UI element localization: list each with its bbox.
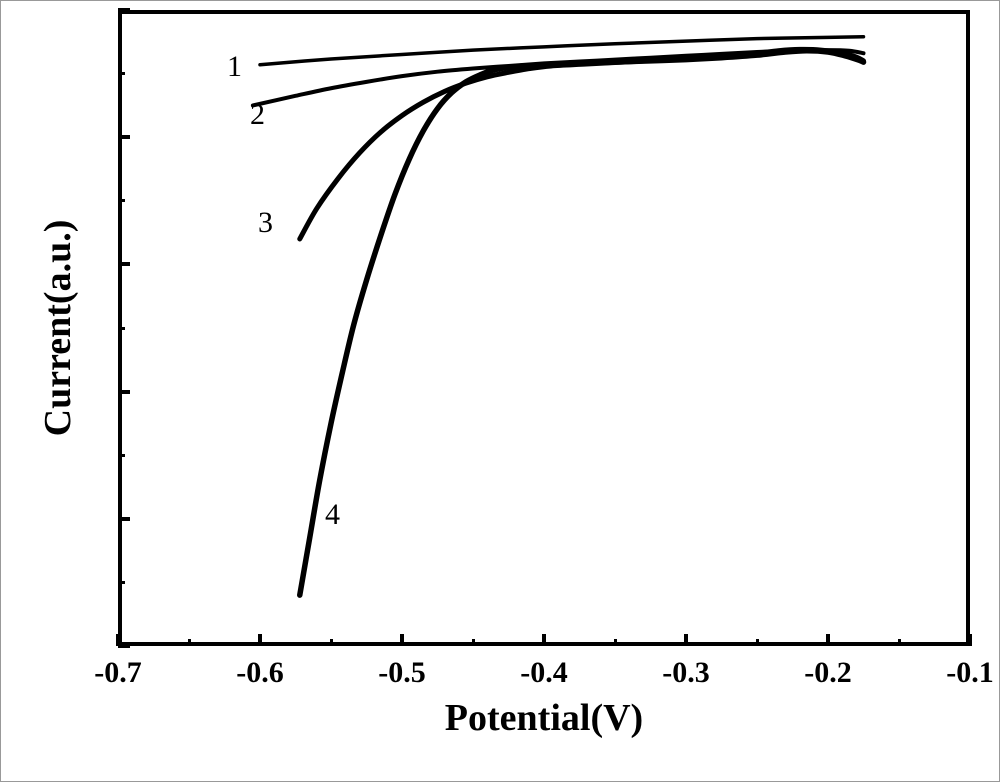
x-minor-tick [188,639,191,646]
x-tick-label: -0.1 [946,656,994,690]
curve-4 [300,51,864,595]
y-major-tick [118,517,130,521]
x-tick-label: -0.4 [520,656,568,690]
y-major-tick [118,262,130,266]
y-major-tick [118,644,130,648]
figure: -0.7 -0.6 -0.5 -0.4 -0.3 -0.2 -0.1 Potential(V)… [0,0,1000,782]
y-axis-title: Current(a.u.) [36,220,80,437]
x-minor-tick [898,639,901,646]
x-major-tick [258,634,262,646]
curve-2-label: 2 [250,98,265,132]
y-major-tick [118,8,130,12]
y-minor-tick [118,327,125,330]
x-minor-tick [330,639,333,646]
x-major-tick [968,634,972,646]
curve-4-label: 4 [325,498,340,532]
x-tick-label: -0.6 [236,656,284,690]
x-minor-tick [756,639,759,646]
x-minor-tick [614,639,617,646]
x-tick-label: -0.3 [662,656,710,690]
x-major-tick [542,634,546,646]
curve-1-label: 1 [227,50,242,84]
x-major-tick [400,634,404,646]
y-minor-tick [118,454,125,457]
y-minor-tick [118,199,125,202]
y-minor-tick [118,72,125,75]
curve-3-label: 3 [258,206,273,240]
x-minor-tick [472,639,475,646]
x-tick-label: -0.5 [378,656,426,690]
y-major-tick [118,135,130,139]
y-minor-tick [118,581,125,584]
x-tick-label: -0.7 [94,656,142,690]
x-tick-label: -0.2 [804,656,852,690]
x-major-tick [684,634,688,646]
x-major-tick [826,634,830,646]
x-axis-title: Potential(V) [445,696,643,740]
y-major-tick [118,390,130,394]
